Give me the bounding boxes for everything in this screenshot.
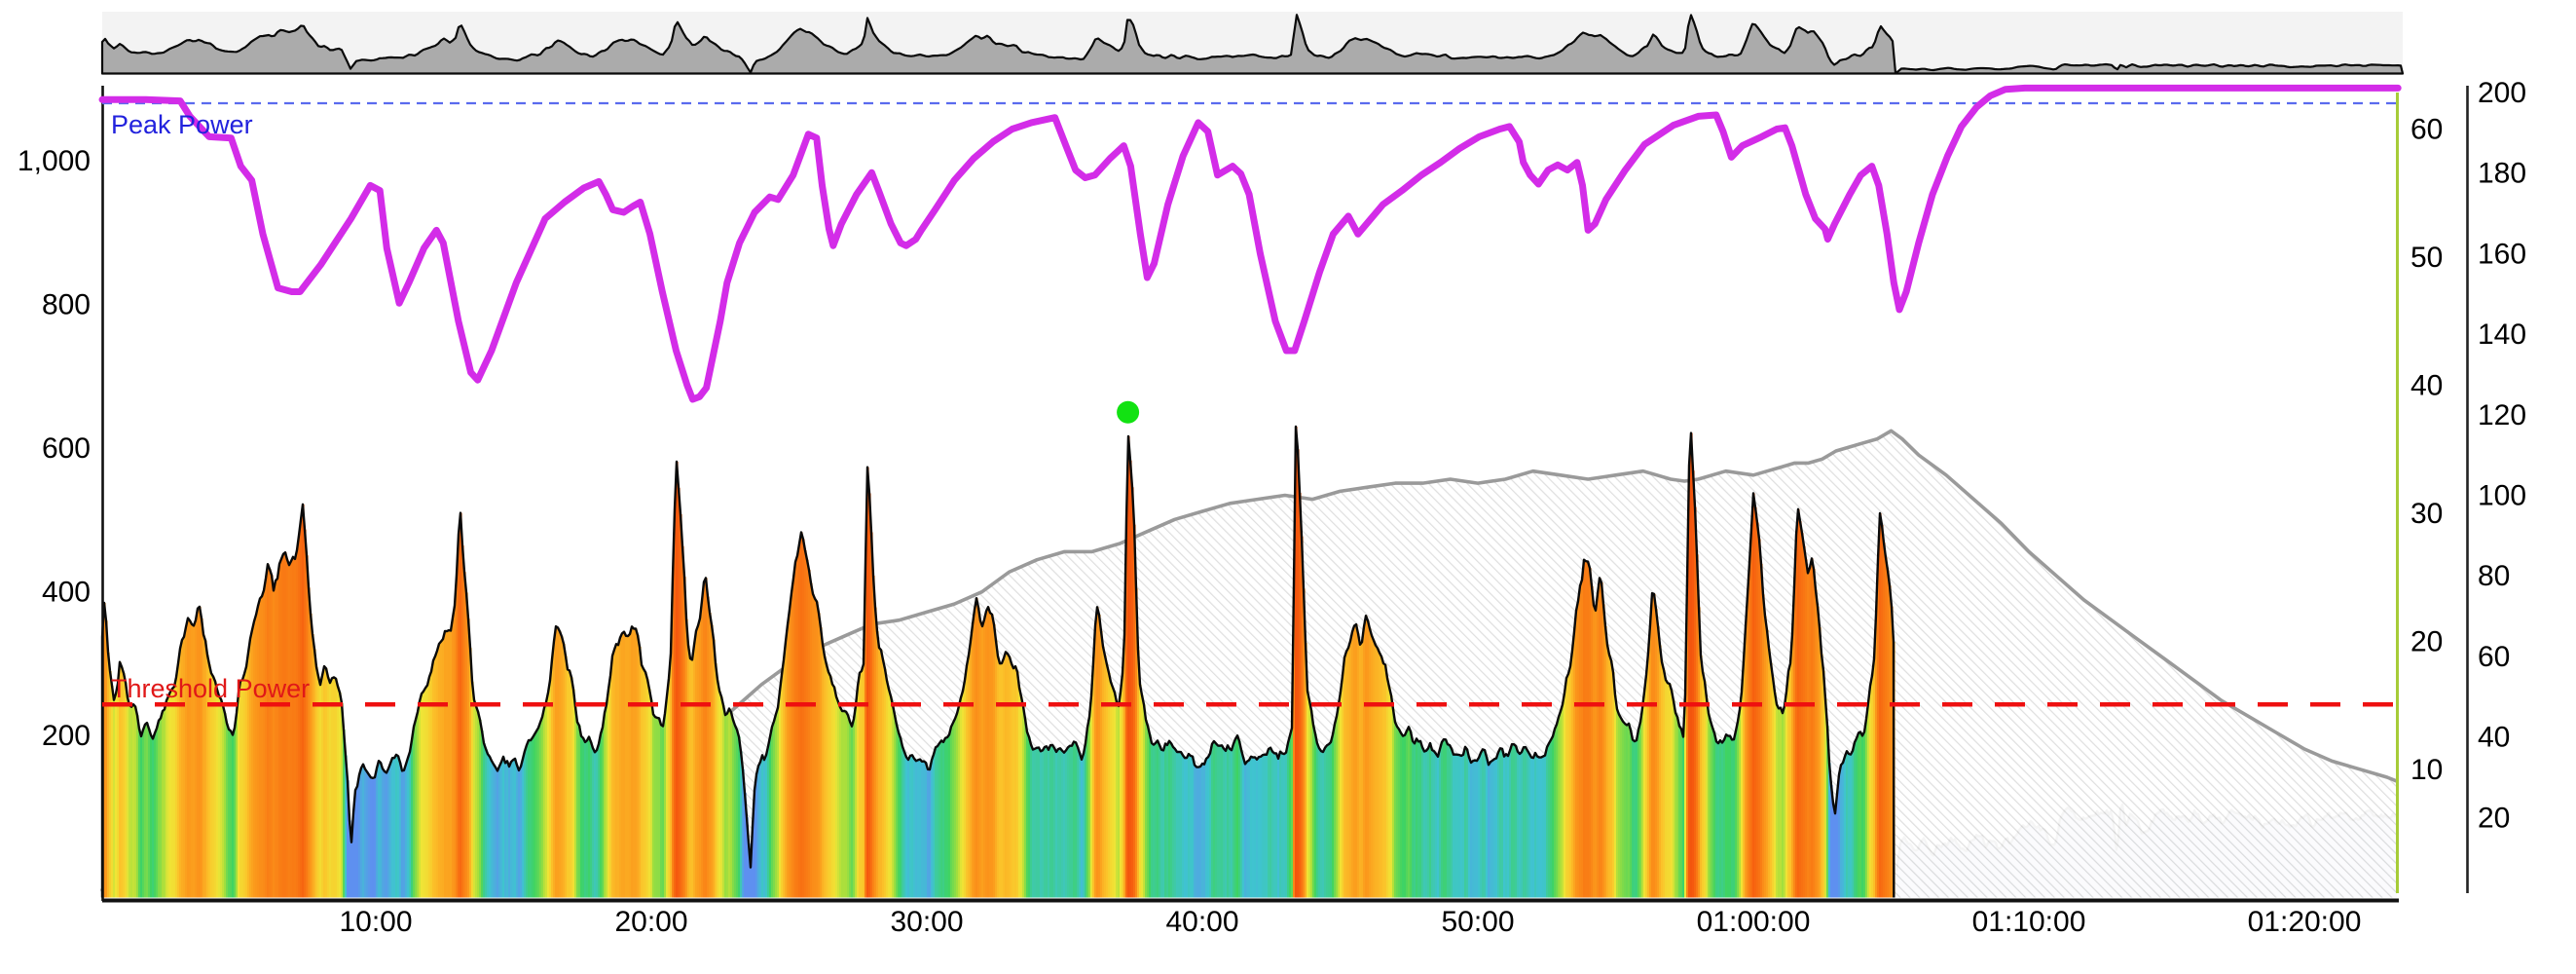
right-inner-axis-tick: 30 bbox=[2410, 498, 2443, 530]
right-outer-axis-tick: 120 bbox=[2478, 399, 2526, 431]
left-axis-tick: 400 bbox=[42, 577, 91, 609]
right-outer-axis-tick: 60 bbox=[2478, 641, 2510, 673]
selected-point-marker bbox=[1117, 400, 1140, 424]
x-axis-tick: 01:00:00 bbox=[1697, 906, 1811, 938]
x-axis-tick: 50:00 bbox=[1441, 906, 1514, 938]
right-outer-axis-tick: 40 bbox=[2478, 722, 2510, 754]
left-axis-tick: 600 bbox=[42, 432, 91, 465]
axes bbox=[101, 86, 2469, 903]
power-area-series bbox=[100, 425, 1895, 898]
x-axis-tick: 20:00 bbox=[614, 906, 687, 938]
right-inner-axis-tick: 50 bbox=[2410, 242, 2443, 274]
x-axis-tick: 30:00 bbox=[890, 906, 963, 938]
right-outer-axis-tick: 180 bbox=[2478, 158, 2526, 190]
balance-line-path bbox=[98, 84, 2402, 403]
left-axis-tick: 800 bbox=[42, 289, 91, 321]
right-inner-axis-tick: 60 bbox=[2410, 114, 2443, 146]
threshold-power-label: Threshold Power bbox=[111, 674, 310, 703]
w-prime-balance-line bbox=[98, 84, 2402, 424]
peak-power-label: Peak Power bbox=[111, 110, 253, 139]
right-outer-axis-tick: 140 bbox=[2478, 318, 2526, 351]
right-outer-axis-tick: 100 bbox=[2478, 480, 2526, 512]
left-axis-tick: 1,000 bbox=[18, 145, 91, 177]
right-outer-axis-tick: 200 bbox=[2478, 77, 2526, 109]
x-axis-tick: 40:00 bbox=[1165, 906, 1238, 938]
right-inner-axis-tick: 10 bbox=[2410, 754, 2443, 786]
power-area-outline bbox=[100, 425, 1895, 898]
right-outer-axis-tick: 160 bbox=[2478, 238, 2526, 270]
threshold-lines bbox=[102, 101, 2397, 707]
x-axis-tick: 01:10:00 bbox=[1972, 906, 2086, 938]
left-axis-tick: 200 bbox=[42, 720, 91, 752]
right-outer-axis-tick: 20 bbox=[2478, 802, 2510, 834]
x-axis-tick: 10:00 bbox=[339, 906, 412, 938]
right-outer-axis-tick: 80 bbox=[2478, 560, 2510, 592]
overview-navigator[interactable] bbox=[100, 12, 2405, 75]
right-inner-axis-tick: 20 bbox=[2410, 626, 2443, 658]
x-axis-tick: 01:20:00 bbox=[2248, 906, 2362, 938]
navigator-area-series[interactable] bbox=[100, 14, 2405, 75]
tick-labels: 10:00 20:00 30:00 40:00 50:00 01:00:00 01:10:0… bbox=[18, 77, 2526, 938]
right-inner-axis-tick: 40 bbox=[2410, 370, 2443, 402]
